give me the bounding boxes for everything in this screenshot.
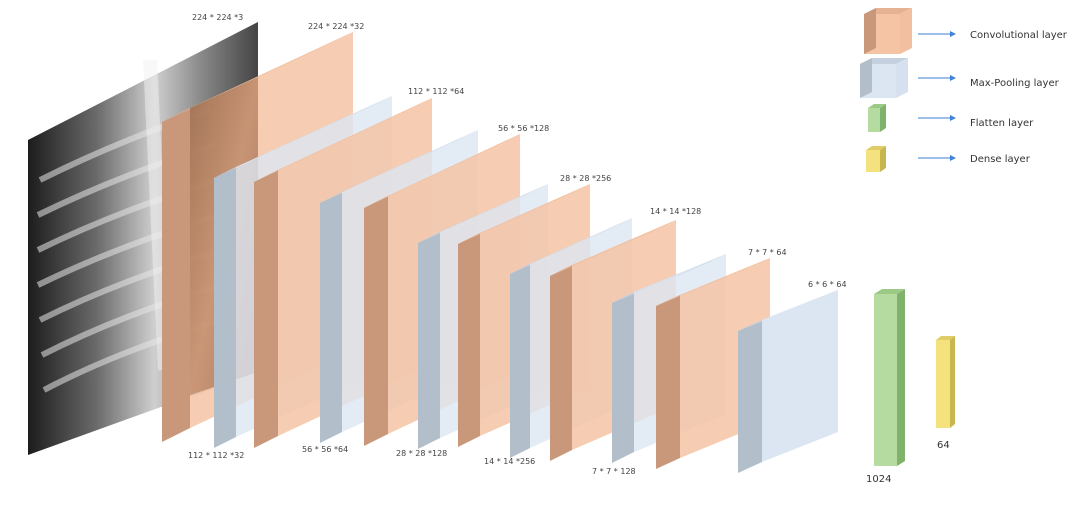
legend-flatten-swatch <box>868 104 886 132</box>
legend-dense-swatch <box>866 146 886 172</box>
legend-label: Max-Pooling layer <box>970 78 1060 89</box>
layer-size-label: 56 * 56 *64 <box>302 445 348 454</box>
pool-layer-block <box>738 290 838 473</box>
legend-label: Flatten layer <box>970 118 1034 129</box>
dense-size-label: 64 <box>937 440 950 451</box>
layer-size-label: 7 * 7 * 128 <box>592 467 636 476</box>
flatten-layer-block <box>874 289 905 466</box>
layer-size-label: 6 * 6 * 64 <box>808 280 847 289</box>
input-size-label: 224 * 224 *3 <box>192 13 243 22</box>
layer-size-label: 14 * 14 *256 <box>484 457 535 466</box>
layer-size-label: 14 * 14 *128 <box>650 207 701 216</box>
dense-layer-block <box>936 336 955 428</box>
legend-pool-swatch <box>860 58 908 98</box>
layer-size-label: 112 * 112 *64 <box>408 87 464 96</box>
legend: Convolutional layer Max-Pooling layer Fl… <box>860 8 1068 172</box>
legend-conv-swatch <box>864 8 912 54</box>
layer-size-label: 224 * 224 *32 <box>308 22 364 31</box>
legend-label: Convolutional layer <box>970 30 1068 41</box>
layer-stack: 224 * 224 *32 112 * 112 *32 112 * 112 *6… <box>162 22 955 485</box>
layer-size-label: 56 * 56 *128 <box>498 124 549 133</box>
layer-size-label: 7 * 7 * 64 <box>748 248 787 257</box>
layer-size-label: 28 * 28 *256 <box>560 174 611 183</box>
layer-size-label: 112 * 112 *32 <box>188 451 244 460</box>
flatten-size-label: 1024 <box>866 474 891 485</box>
layer-size-label: 28 * 28 *128 <box>396 449 447 458</box>
legend-label: Dense layer <box>970 154 1031 165</box>
